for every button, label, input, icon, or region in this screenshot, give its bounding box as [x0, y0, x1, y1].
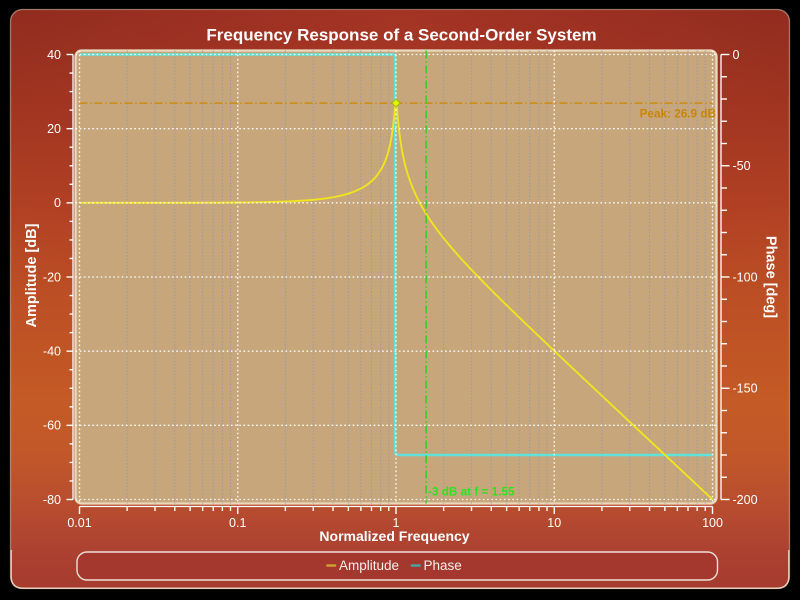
- svg-text:0.1: 0.1: [229, 516, 246, 530]
- svg-text:-50: -50: [733, 159, 751, 173]
- svg-text:Phase [deg]: Phase [deg]: [763, 236, 779, 318]
- svg-text:10: 10: [547, 516, 561, 530]
- svg-text:-100: -100: [733, 270, 758, 284]
- svg-text:40: 40: [47, 48, 61, 62]
- svg-text:0.01: 0.01: [67, 516, 91, 530]
- svg-text:20: 20: [47, 122, 61, 136]
- svg-text:-200: -200: [733, 493, 758, 507]
- svg-text:100: 100: [702, 516, 723, 530]
- svg-text:Normalized Frequency: Normalized Frequency: [319, 528, 469, 544]
- svg-text:Frequency Response of a Second: Frequency Response of a Second-Order Sys…: [206, 26, 596, 45]
- svg-text:0: 0: [54, 196, 61, 210]
- svg-text:Amplitude: Amplitude: [339, 558, 399, 573]
- svg-text:Phase: Phase: [424, 558, 462, 573]
- svg-text:Peak: 26.9 dB: Peak: 26.9 dB: [640, 108, 716, 121]
- svg-text:-150: -150: [733, 382, 758, 396]
- svg-text:1: 1: [393, 516, 400, 530]
- svg-text:-80: -80: [43, 493, 61, 507]
- svg-text:-40: -40: [43, 345, 61, 359]
- svg-text:0: 0: [733, 48, 740, 62]
- svg-text:-60: -60: [43, 419, 61, 433]
- svg-text:-20: -20: [43, 270, 61, 284]
- svg-text:Amplitude [dB]: Amplitude [dB]: [24, 223, 40, 327]
- svg-text:-3 dB at f = 1.55: -3 dB at f = 1.55: [428, 486, 515, 499]
